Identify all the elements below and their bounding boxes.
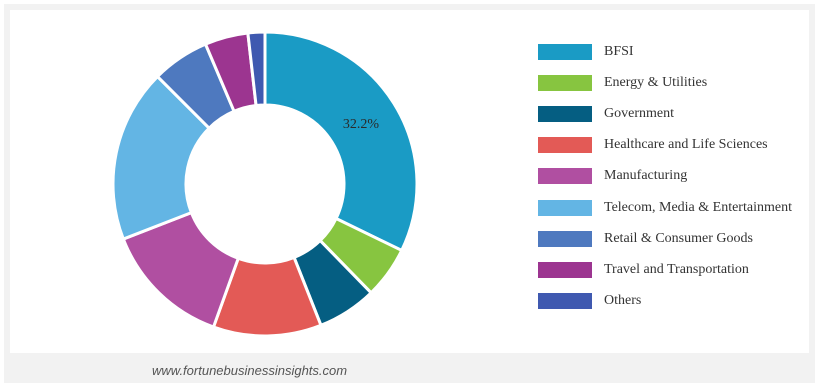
legend-swatch bbox=[538, 105, 592, 122]
legend-swatch bbox=[538, 261, 592, 278]
legend-label: Healthcare and Life Sciences bbox=[604, 137, 768, 153]
source-watermark: www.fortunebusinessinsights.com bbox=[152, 363, 348, 378]
legend-label: Telecom, Media & Entertainment bbox=[604, 199, 792, 215]
legend-item-energy-and-utilities[interactable]: Energy & Utilities bbox=[538, 67, 792, 98]
legend-label: Others bbox=[604, 293, 642, 309]
legend-swatch bbox=[538, 168, 592, 185]
slice-others bbox=[246, 30, 267, 108]
slice-bfsi bbox=[263, 30, 419, 253]
legend-swatch bbox=[538, 43, 592, 60]
legend-label: Government bbox=[604, 105, 674, 121]
data-label-bfsi: 32.2% bbox=[343, 117, 380, 132]
legend-item-government[interactable]: Government bbox=[538, 98, 792, 129]
legend-item-travel-and-transportation[interactable]: Travel and Transportation bbox=[538, 254, 792, 285]
chart-legend: BFSI Energy & Utilities Government Healthca… bbox=[538, 36, 792, 317]
legend-swatch bbox=[538, 230, 592, 247]
legend-item-telecom-media-and-entertainment[interactable]: Telecom, Media & Entertainment bbox=[538, 192, 792, 223]
legend-swatch bbox=[538, 199, 592, 216]
legend-item-healthcare-and-life-sciences[interactable]: Healthcare and Life Sciences bbox=[538, 130, 792, 161]
chart-frame: 32.2% BFSI Energy & Utilities Government He… bbox=[4, 4, 815, 383]
legend-label: Manufacturing bbox=[604, 168, 688, 184]
legend-item-manufacturing[interactable]: Manufacturing bbox=[538, 161, 792, 192]
legend-swatch bbox=[538, 137, 592, 154]
legend-item-bfsi[interactable]: BFSI bbox=[538, 36, 792, 67]
slice-telecom-media-and-entertainment bbox=[111, 74, 212, 242]
donut-slices bbox=[111, 30, 419, 338]
legend-label: Retail & Consumer Goods bbox=[604, 230, 753, 246]
legend-label: BFSI bbox=[604, 43, 634, 59]
legend-item-others[interactable]: Others bbox=[538, 286, 792, 317]
legend-label: Energy & Utilities bbox=[604, 74, 708, 90]
chart-panel: 32.2% BFSI Energy & Utilities Government He… bbox=[10, 10, 809, 353]
donut-chart: 32.2% bbox=[111, 30, 419, 338]
legend-swatch bbox=[538, 293, 592, 310]
legend-item-retail-and-consumer-goods[interactable]: Retail & Consumer Goods bbox=[538, 223, 792, 254]
legend-label: Travel and Transportation bbox=[604, 261, 749, 277]
legend-swatch bbox=[538, 74, 592, 91]
